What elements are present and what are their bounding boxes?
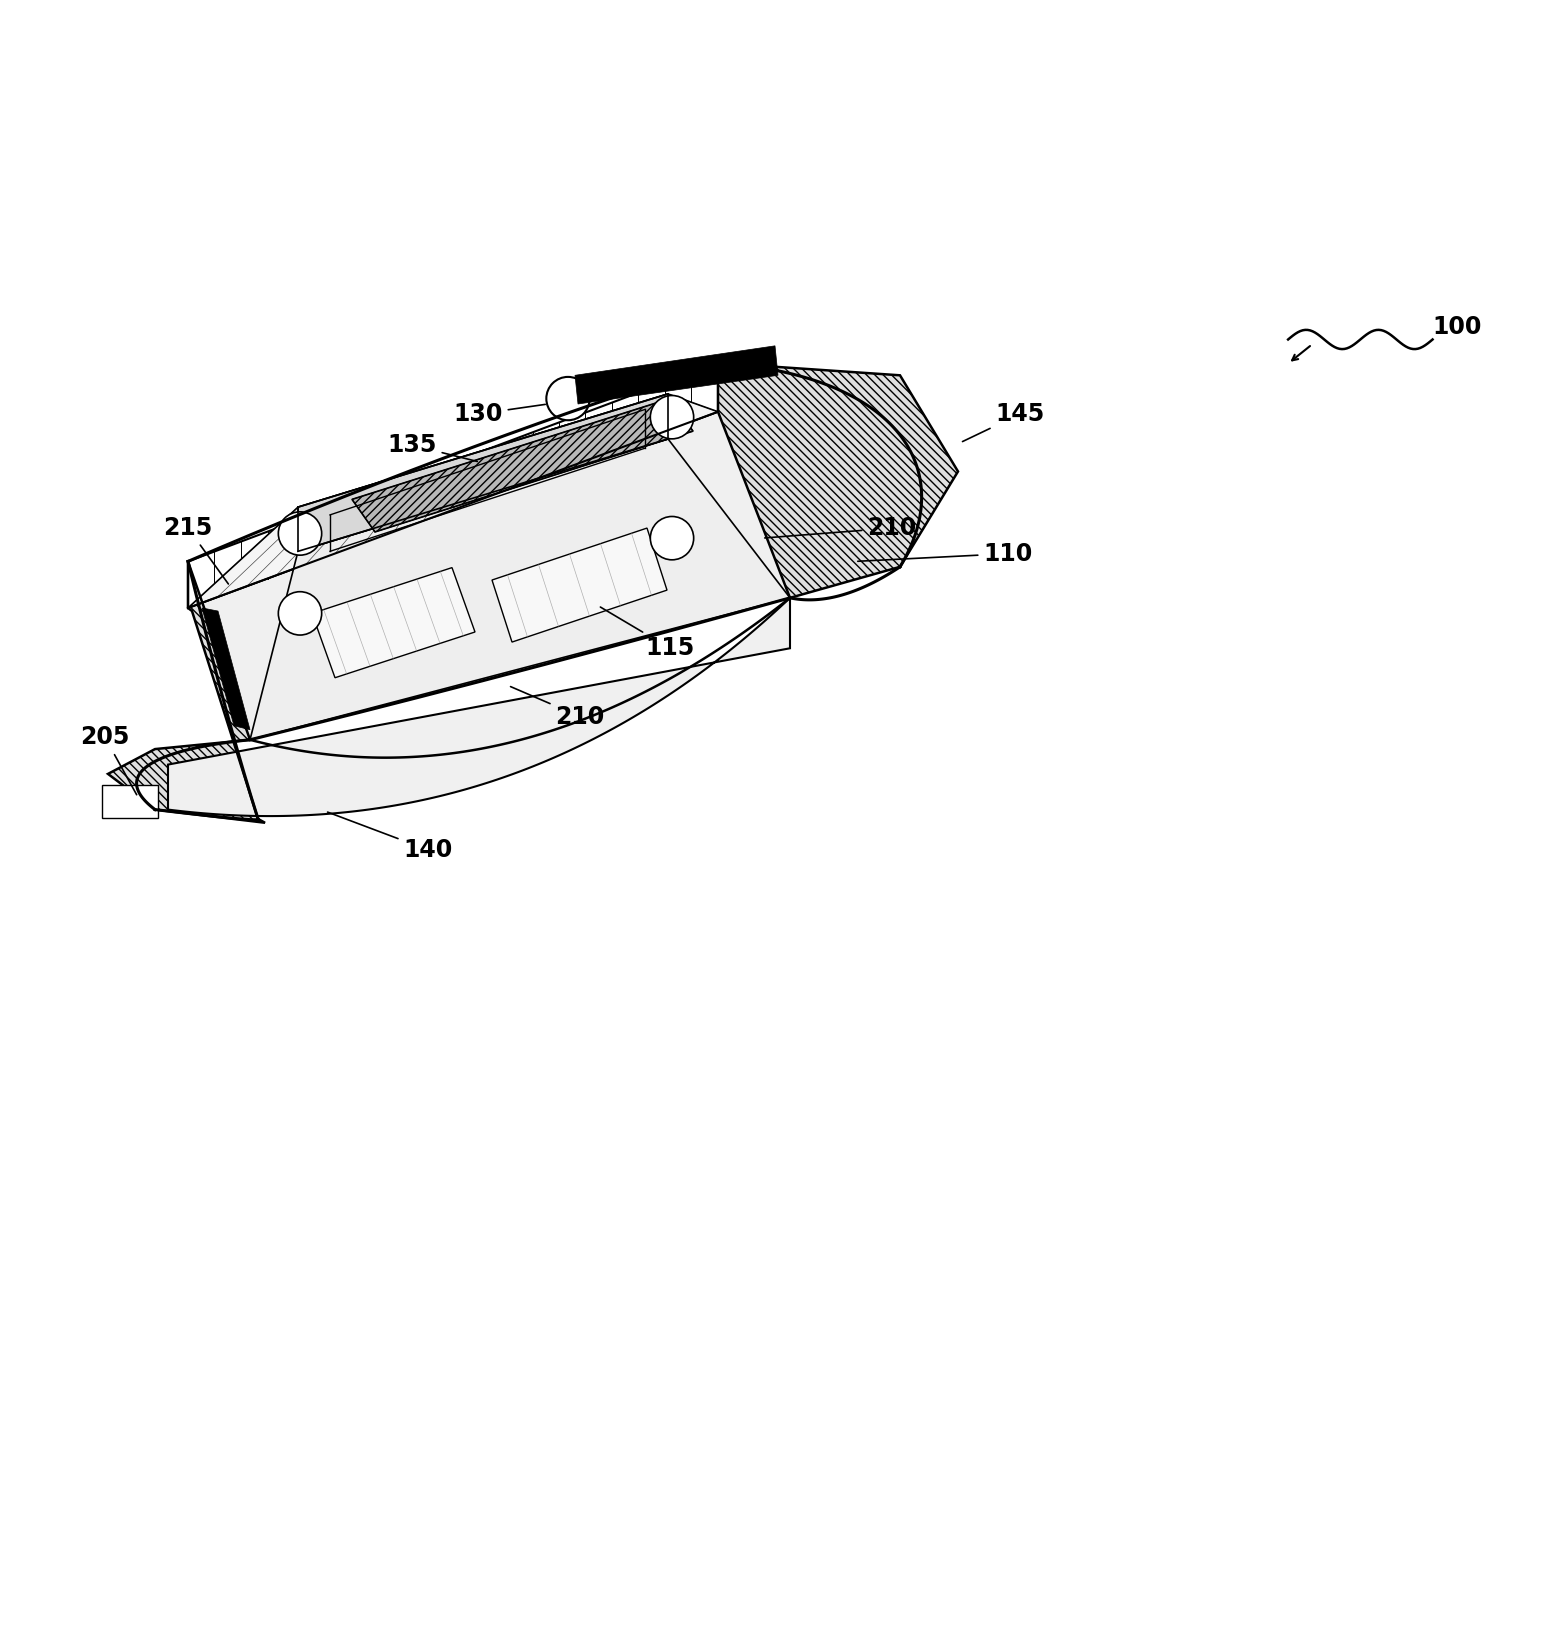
Polygon shape — [352, 399, 693, 531]
Text: 205: 205 — [80, 725, 136, 795]
Polygon shape — [311, 567, 476, 678]
Text: 210: 210 — [765, 517, 917, 540]
Circle shape — [546, 377, 590, 421]
Polygon shape — [718, 363, 958, 598]
Polygon shape — [188, 394, 718, 608]
Text: 145: 145 — [962, 403, 1044, 442]
Polygon shape — [102, 786, 158, 818]
Polygon shape — [188, 363, 718, 608]
Circle shape — [279, 512, 322, 556]
Text: 215: 215 — [163, 517, 228, 584]
Circle shape — [279, 592, 322, 636]
Polygon shape — [108, 561, 264, 823]
Text: 210: 210 — [510, 686, 604, 729]
Text: 100: 100 — [1432, 316, 1482, 339]
Polygon shape — [491, 528, 667, 642]
Polygon shape — [202, 608, 250, 730]
Polygon shape — [188, 363, 790, 740]
Text: 130: 130 — [454, 403, 545, 425]
Polygon shape — [297, 394, 668, 551]
Text: 110: 110 — [858, 541, 1033, 566]
Polygon shape — [167, 598, 790, 817]
Circle shape — [651, 396, 693, 438]
Text: 135: 135 — [387, 434, 477, 461]
Text: 115: 115 — [601, 606, 695, 660]
Text: 140: 140 — [327, 812, 452, 862]
Polygon shape — [574, 346, 778, 404]
Circle shape — [651, 517, 693, 559]
Polygon shape — [250, 438, 790, 740]
